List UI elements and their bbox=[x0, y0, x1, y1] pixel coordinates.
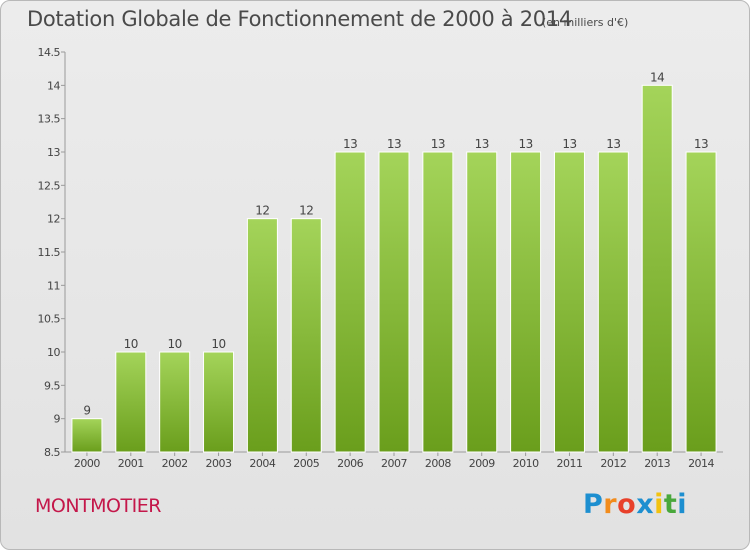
x-tick-label-2005: 2005 bbox=[293, 457, 319, 470]
data-label-2013: 14 bbox=[650, 70, 664, 84]
bar-2004 bbox=[246, 218, 278, 453]
y-tick-label: 12 bbox=[47, 213, 60, 226]
x-tick-label-2014: 2014 bbox=[688, 457, 714, 470]
bar-2003 bbox=[203, 351, 235, 453]
data-label-2010: 13 bbox=[518, 137, 532, 151]
x-tick-label-2003: 2003 bbox=[206, 457, 232, 470]
data-label-2011: 13 bbox=[562, 137, 576, 151]
bar-2010 bbox=[510, 151, 542, 453]
logo-letter: i bbox=[654, 489, 664, 520]
bar-2007 bbox=[378, 151, 410, 453]
data-label-2005: 12 bbox=[299, 204, 313, 218]
data-label-2001: 10 bbox=[124, 337, 138, 351]
x-tick-label-2013: 2013 bbox=[644, 457, 670, 470]
y-tick-label: 11.5 bbox=[38, 246, 61, 259]
x-tick-label-2004: 2004 bbox=[249, 457, 275, 470]
logo-letter: x bbox=[636, 489, 655, 520]
chart-subtitle: (en milliers d'€) bbox=[542, 16, 629, 29]
x-tick-label-2008: 2008 bbox=[425, 457, 451, 470]
y-tick-label: 11 bbox=[47, 279, 60, 292]
y-tick-label: 14 bbox=[47, 79, 60, 92]
logo-letter: i bbox=[677, 489, 688, 520]
bar-2006 bbox=[334, 151, 366, 453]
data-label-2002: 10 bbox=[168, 337, 182, 351]
y-tick-label: 8.5 bbox=[44, 446, 60, 459]
x-tick-label-2012: 2012 bbox=[600, 457, 626, 470]
x-tick-label-2006: 2006 bbox=[337, 457, 363, 470]
data-label-2014: 13 bbox=[694, 137, 708, 151]
data-label-2004: 12 bbox=[255, 204, 269, 218]
x-tick-label-2009: 2009 bbox=[469, 457, 495, 470]
data-label-2008: 13 bbox=[431, 137, 445, 151]
y-tick-label: 9.5 bbox=[44, 379, 60, 392]
bar-2013 bbox=[641, 84, 673, 453]
x-tick-label-2000: 2000 bbox=[74, 457, 100, 470]
y-tick-label: 9 bbox=[54, 413, 61, 426]
y-tick-label: 13 bbox=[47, 146, 60, 159]
bar-2000 bbox=[71, 418, 103, 453]
x-tick-label-2002: 2002 bbox=[162, 457, 188, 470]
data-label-2009: 13 bbox=[475, 137, 489, 151]
bar-2012 bbox=[597, 151, 629, 453]
data-label-2000: 9 bbox=[83, 404, 90, 418]
x-tick-label-2010: 2010 bbox=[513, 457, 539, 470]
y-tick-label: 10 bbox=[47, 346, 60, 359]
bar-2014 bbox=[685, 151, 717, 453]
bar-2001 bbox=[115, 351, 147, 453]
logo-letter: P bbox=[583, 489, 604, 520]
commune-name: MONTMOTIER bbox=[35, 495, 161, 517]
logo-letter: r bbox=[603, 489, 618, 520]
data-label-2006: 13 bbox=[343, 137, 357, 151]
bar-2008 bbox=[422, 151, 454, 453]
chart-title: Dotation Globale de Fonctionnement de 20… bbox=[27, 7, 572, 31]
y-tick-label: 10.5 bbox=[38, 313, 61, 326]
x-tick-label-2011: 2011 bbox=[556, 457, 582, 470]
bar-2002 bbox=[159, 351, 191, 453]
data-label-2007: 13 bbox=[387, 137, 401, 151]
bar-2005 bbox=[290, 218, 322, 453]
proxiti-logo[interactable]: Proxiti bbox=[583, 489, 687, 520]
y-tick-label: 13.5 bbox=[38, 113, 61, 126]
bar-2011 bbox=[553, 151, 585, 453]
bar-2009 bbox=[466, 151, 498, 453]
y-tick-label: 14.5 bbox=[38, 46, 61, 59]
data-label-2003: 10 bbox=[211, 337, 225, 351]
y-tick-label: 12.5 bbox=[38, 179, 61, 192]
x-tick-label-2001: 2001 bbox=[118, 457, 144, 470]
logo-letter: t bbox=[663, 489, 678, 520]
data-label-2012: 13 bbox=[606, 137, 620, 151]
logo-letter: o bbox=[617, 489, 637, 520]
x-tick-label-2007: 2007 bbox=[381, 457, 407, 470]
